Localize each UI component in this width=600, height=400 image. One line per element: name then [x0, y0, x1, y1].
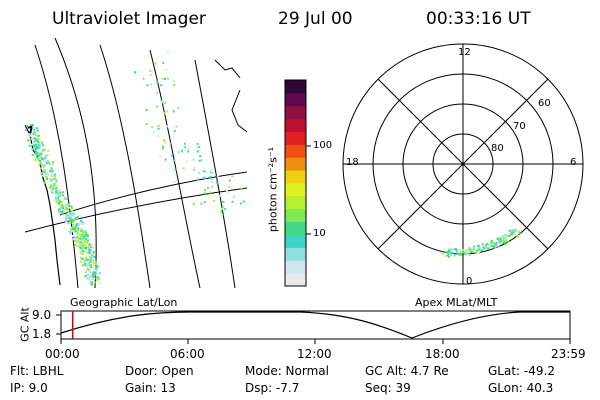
- time-tick-2359: 23:59: [551, 347, 586, 361]
- aurora-emission-geographic: [25, 51, 246, 286]
- mode-info: Mode: Normal: [245, 364, 329, 378]
- aurora-emission-polar: [441, 228, 521, 258]
- glon-info: GLon: 40.3: [488, 381, 554, 395]
- altitude-timeline: [56, 310, 571, 344]
- time-tick-0600: 06:00: [170, 347, 205, 361]
- door-info: Door: Open: [125, 364, 194, 378]
- glat-info: GLat: -49.2: [488, 364, 555, 378]
- time-tick-1200: 12:00: [297, 347, 332, 361]
- apex-polar-plot: [342, 43, 584, 285]
- lat-label-60: 60: [538, 98, 551, 109]
- colorbar-tick-100: 100: [313, 140, 333, 151]
- mlt-label-18: 18: [346, 157, 359, 168]
- gain-info: Gain: 13: [125, 381, 176, 395]
- lat-label-80: 80: [491, 143, 504, 154]
- mlt-label-0: 0: [466, 276, 473, 287]
- observation-date: 29 Jul 00: [278, 9, 353, 29]
- timeline-axis-label: GC Alt: [18, 307, 32, 342]
- mlt-label-12: 12: [458, 47, 471, 58]
- apex-panel-label: Apex MLat/MLT: [415, 296, 498, 309]
- alt-high-label: 9.0: [32, 308, 52, 322]
- colorbar: [284, 79, 311, 287]
- geographic-panel-label: Geographic Lat/Lon: [70, 296, 178, 309]
- filter-info: Flt: LBHL: [10, 364, 64, 378]
- seq-info: Seq: 39: [365, 381, 411, 395]
- instrument-title: Ultraviolet Imager: [52, 9, 206, 29]
- time-tick-0000: 00:00: [45, 347, 80, 361]
- observation-time: 00:33:16 UT: [426, 9, 531, 29]
- lat-label-70: 70: [513, 121, 526, 132]
- geographic-map: [25, 38, 247, 288]
- dsp-info: Dsp: -7.7: [245, 381, 300, 395]
- colorbar-tick-10: 10: [313, 228, 326, 239]
- meridian-line: [54, 38, 97, 288]
- ip-info: IP: 9.0: [10, 381, 48, 395]
- time-tick-1800: 18:00: [425, 347, 460, 361]
- gc-alt-info: GC Alt: 4.7 Re: [365, 364, 449, 378]
- mlt-label-6: 6: [570, 157, 577, 168]
- alt-low-label: 1.8: [32, 327, 52, 341]
- colorbar-unit-label: photon cm⁻²s⁻¹: [266, 146, 280, 233]
